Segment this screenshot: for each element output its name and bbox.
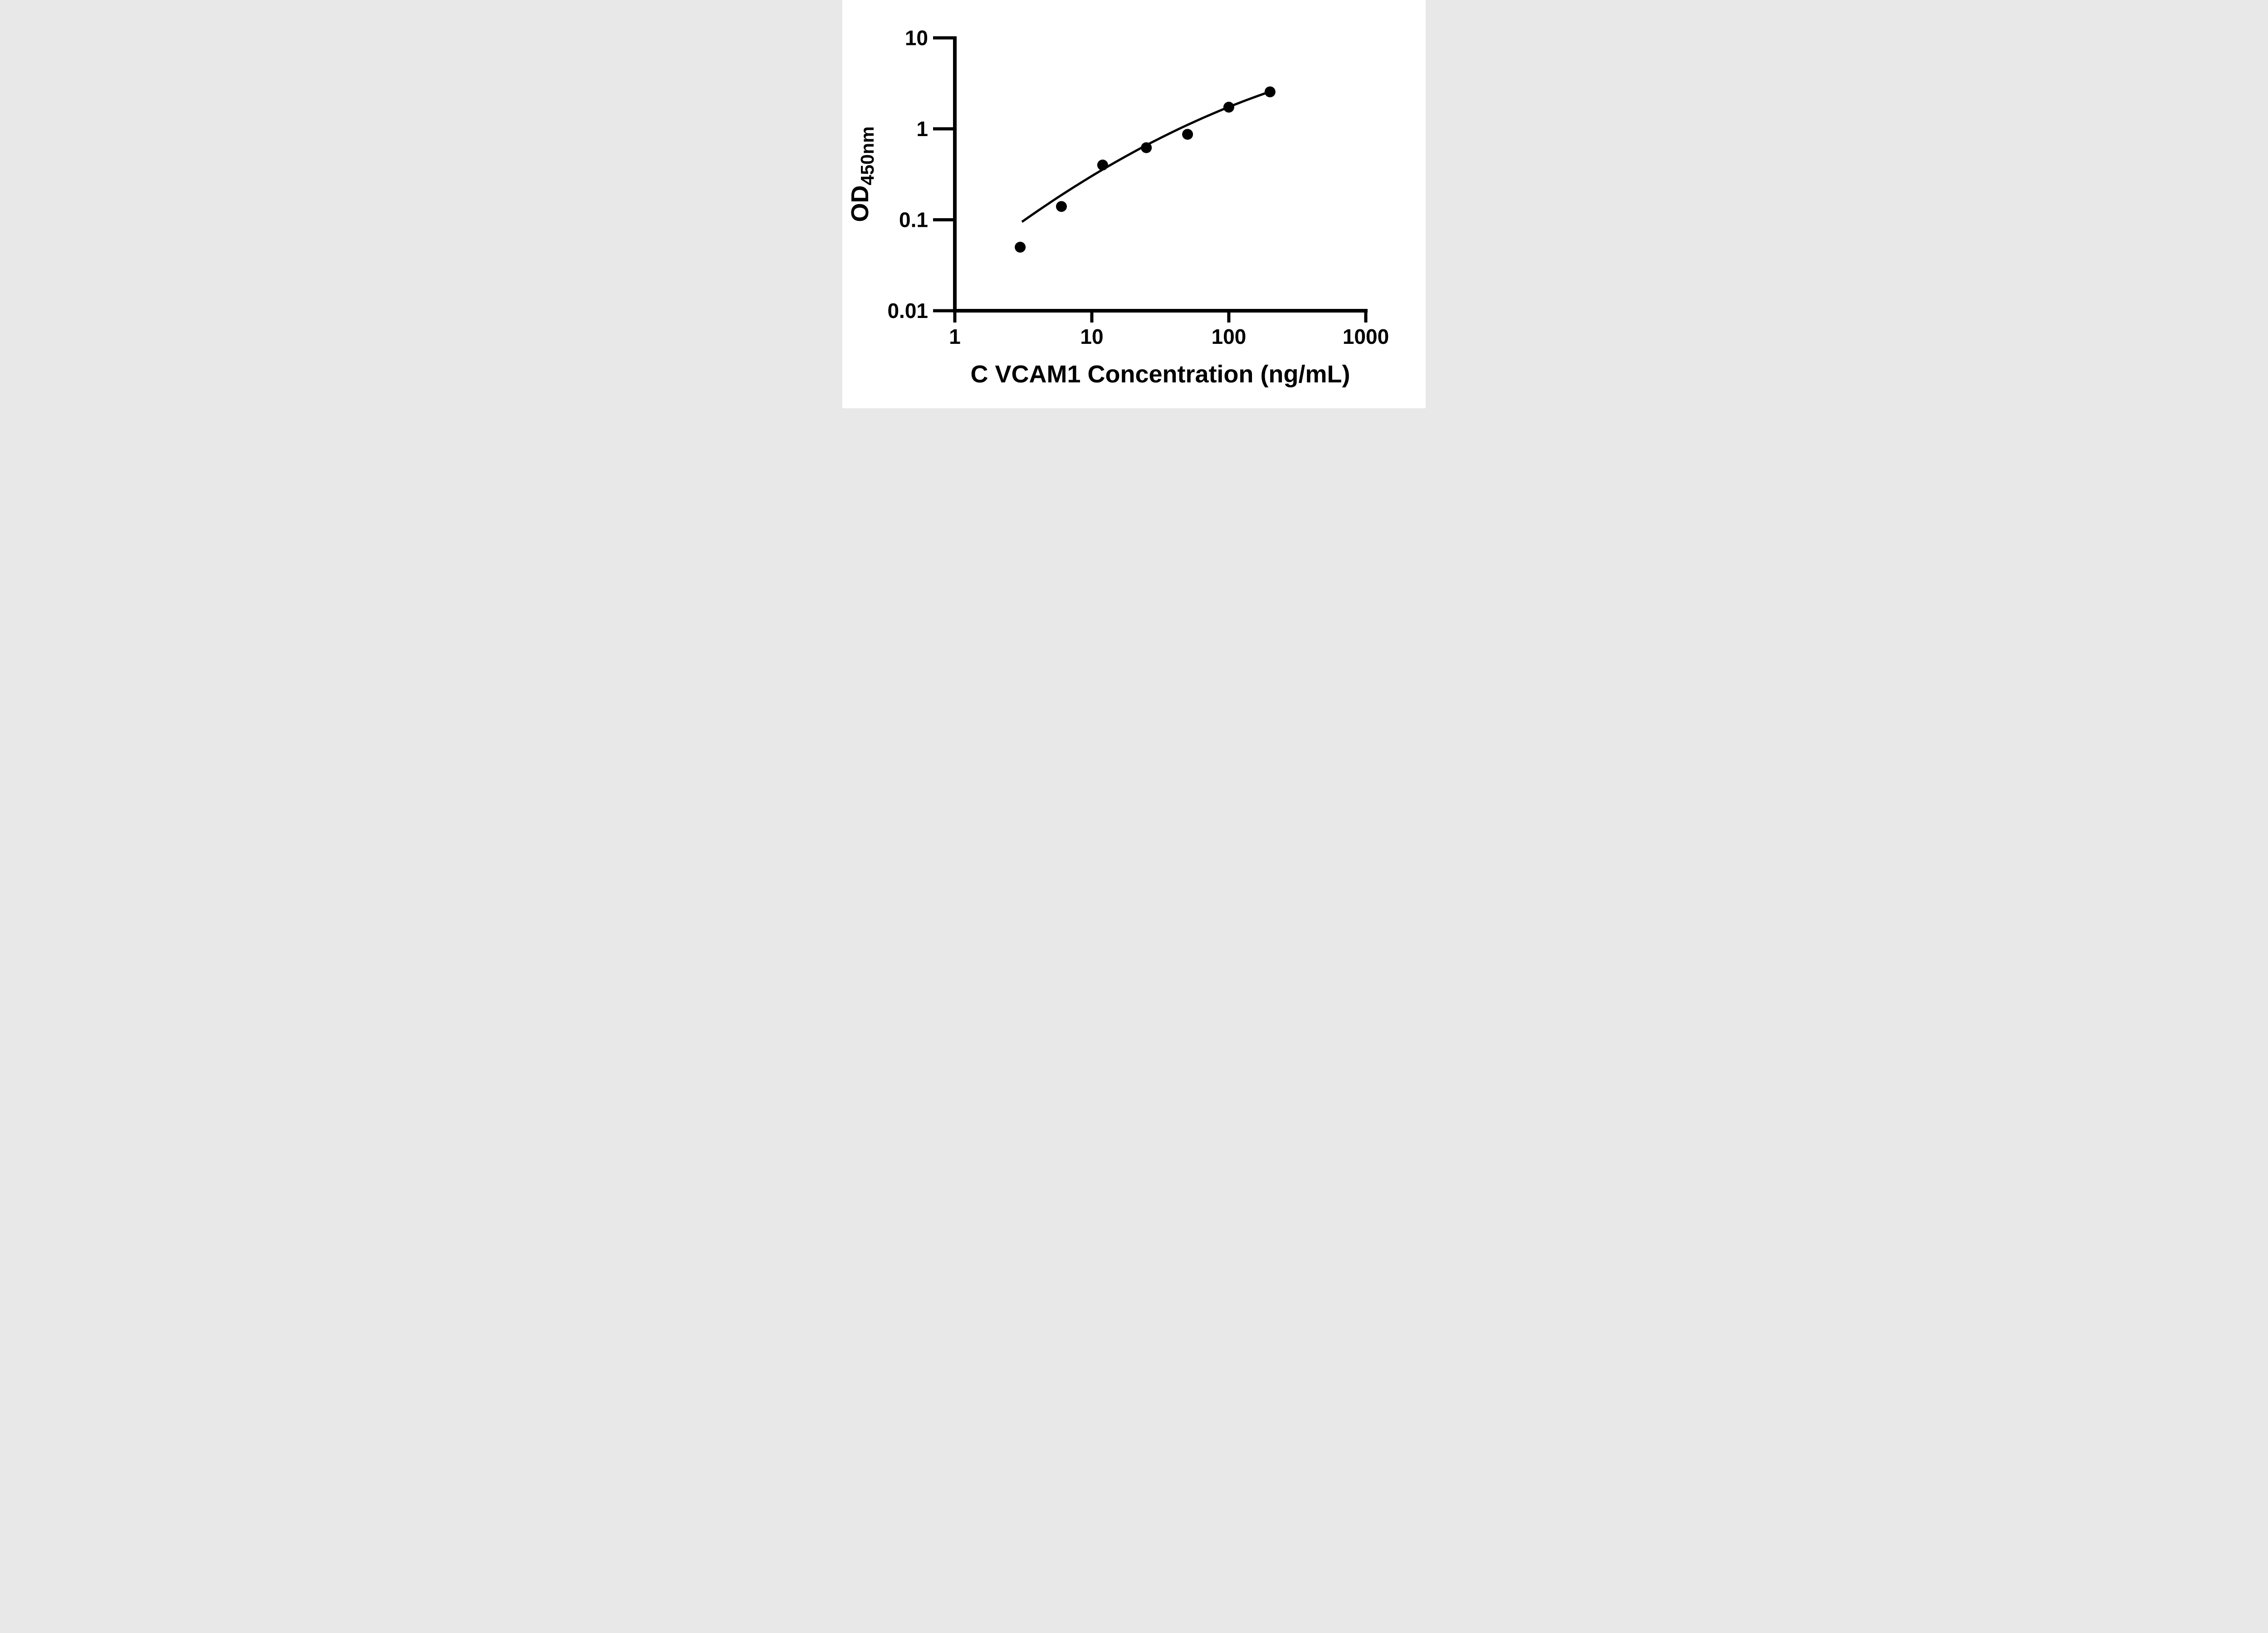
data-point xyxy=(1056,201,1067,212)
y-axis-title-subscript: 450nm xyxy=(857,127,878,186)
y-tick-label: 10 xyxy=(905,26,928,50)
x-axis-ticks: 1 10 100 1000 xyxy=(949,311,1389,348)
data-point xyxy=(1264,86,1276,98)
y-tick-label: 1 xyxy=(916,117,928,141)
data-points-group xyxy=(1015,86,1276,253)
data-point xyxy=(1182,129,1193,140)
data-point xyxy=(1141,142,1152,153)
x-tick-label: 1 xyxy=(949,325,961,348)
y-axis-ticks: 0.01 0.1 1 10 xyxy=(887,26,953,323)
data-point xyxy=(1097,159,1108,171)
data-point xyxy=(1015,241,1026,253)
x-axis-title: C VCAM1 Concentration (ng/mL) xyxy=(971,361,1350,388)
y-axis-title: OD450nm xyxy=(846,127,878,222)
figure-canvas: 0.01 0.1 1 10 1 10 100 1000 C VCAM1 Concentrat… xyxy=(842,0,1426,408)
x-tick-label: 1000 xyxy=(1343,325,1389,348)
y-axis-title-main: OD xyxy=(846,185,874,222)
y-tick-label: 0.1 xyxy=(899,208,928,232)
standard-curve-chart: 0.01 0.1 1 10 1 10 100 1000 C VCAM1 Concentrat… xyxy=(846,26,1389,388)
x-tick-label: 10 xyxy=(1080,325,1103,348)
data-point xyxy=(1223,102,1234,113)
x-tick-label: 100 xyxy=(1212,325,1246,348)
y-tick-label: 0.01 xyxy=(887,299,928,323)
